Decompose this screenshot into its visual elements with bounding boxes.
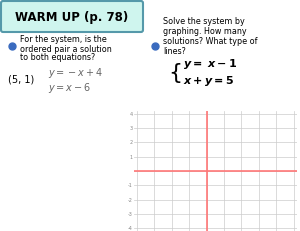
Text: (5, 1): (5, 1) xyxy=(8,74,34,84)
Text: $y = -x + 4$: $y = -x + 4$ xyxy=(48,66,103,80)
Text: $\{$: $\{$ xyxy=(168,61,181,85)
Text: ordered pair a solution: ordered pair a solution xyxy=(20,45,112,54)
Text: to both equations?: to both equations? xyxy=(20,54,95,63)
FancyBboxPatch shape xyxy=(1,1,143,32)
Text: graphing. How many: graphing. How many xyxy=(163,27,247,36)
Text: WARM UP (p. 78): WARM UP (p. 78) xyxy=(15,10,129,24)
Text: Solve the system by: Solve the system by xyxy=(163,16,245,25)
Text: solutions? What type of: solutions? What type of xyxy=(163,36,257,46)
Text: $\bfit{x} + \bfit{y} = \mathbf{5}$: $\bfit{x} + \bfit{y} = \mathbf{5}$ xyxy=(183,74,234,88)
Text: $y = x - 6$: $y = x - 6$ xyxy=(48,81,91,95)
Text: $\bfit{y} = \ \bfit{x} - \mathbf{1}$: $\bfit{y} = \ \bfit{x} - \mathbf{1}$ xyxy=(183,57,237,71)
Text: lines?: lines? xyxy=(163,46,186,55)
Text: For the system, is the: For the system, is the xyxy=(20,36,107,45)
